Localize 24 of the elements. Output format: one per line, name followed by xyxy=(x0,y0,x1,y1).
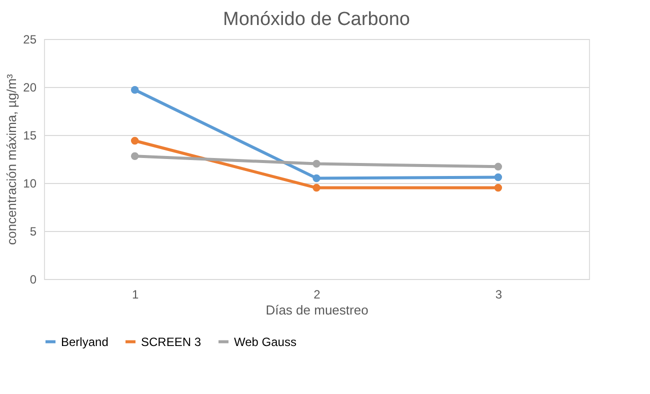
y-tick-label: 10 xyxy=(23,176,37,190)
y-tick-label: 15 xyxy=(23,128,37,142)
y-tick-label: 20 xyxy=(23,80,37,94)
y-axis-title: concentración máxima, µg/m³ xyxy=(4,73,20,245)
x-tick-label: 1 xyxy=(132,288,139,302)
point xyxy=(312,160,320,168)
x-tick-label: 2 xyxy=(314,288,321,302)
point xyxy=(130,86,139,94)
point xyxy=(494,173,502,182)
x-tick-label: 3 xyxy=(495,288,502,302)
legend-label: Berlyand xyxy=(61,334,108,349)
y-tick-label: 0 xyxy=(30,272,37,286)
point xyxy=(312,184,320,192)
point xyxy=(494,162,502,171)
legend-label: Web Gauss xyxy=(234,334,296,349)
legend-label: SCREEN 3 xyxy=(141,334,202,349)
x-axis-title: Días de muestreo xyxy=(266,302,368,318)
point xyxy=(312,174,320,182)
point xyxy=(130,136,139,145)
chart-title: Monóxido de Carbono xyxy=(223,9,410,30)
point xyxy=(494,184,502,192)
point xyxy=(130,152,139,160)
y-tick-label: 25 xyxy=(23,32,37,46)
y-tick-label: 5 xyxy=(30,224,37,238)
